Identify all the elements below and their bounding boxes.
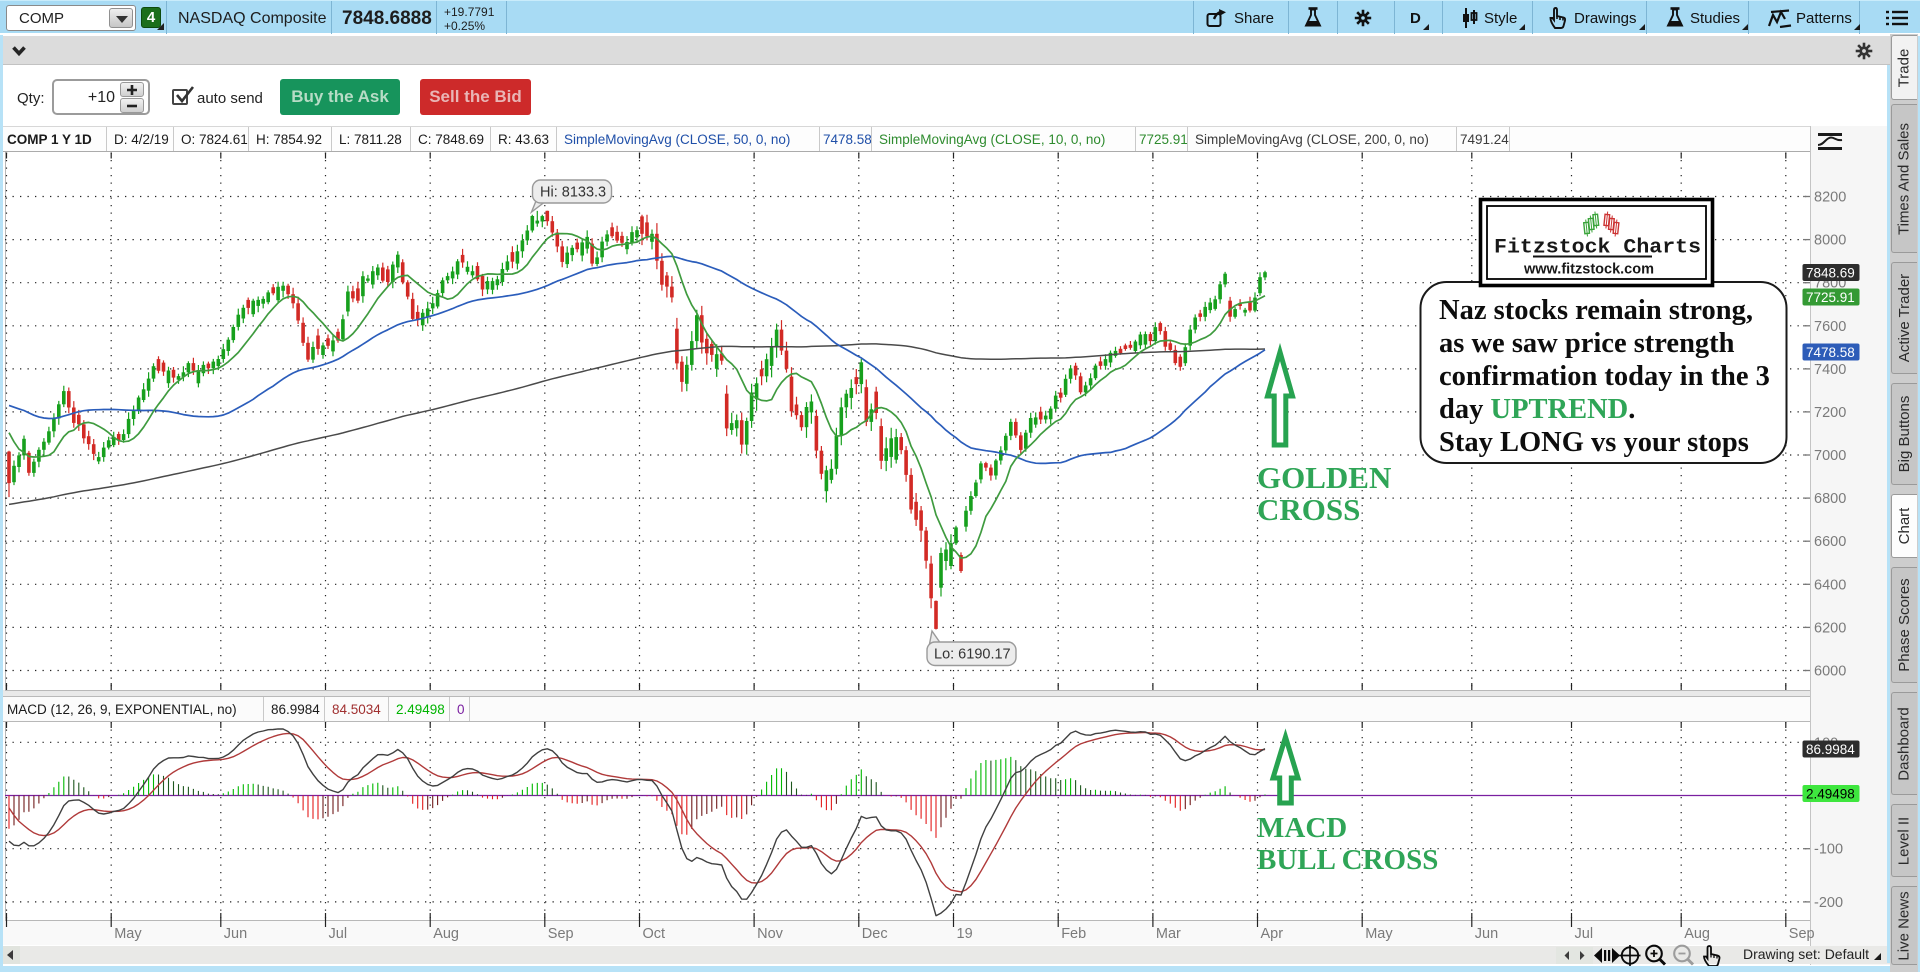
svg-text:Aug: Aug [1684, 926, 1710, 942]
svg-text:Jul: Jul [329, 926, 348, 942]
svg-text:May: May [114, 926, 142, 942]
svg-text:Jun: Jun [1475, 926, 1498, 942]
svg-text:6600: 6600 [1814, 534, 1846, 550]
svg-text:BULL CROSS: BULL CROSS [1257, 844, 1438, 876]
svg-text:Sep: Sep [548, 926, 574, 942]
svg-text:Stay LONG vs your stops: Stay LONG vs your stops [1439, 427, 1749, 458]
svg-text:confirmation today in the 3: confirmation today in the 3 [1439, 361, 1770, 392]
svg-text:Lo: 6190.17: Lo: 6190.17 [934, 647, 1011, 663]
svg-text:Feb: Feb [1061, 926, 1086, 942]
svg-text:Hi: 8133.3: Hi: 8133.3 [540, 185, 606, 201]
svg-text:Naz stocks remain strong,: Naz stocks remain strong, [1439, 295, 1753, 326]
svg-text:-100: -100 [1814, 842, 1843, 858]
svg-text:2.49498: 2.49498 [1806, 787, 1855, 802]
svg-text:Apr: Apr [1261, 926, 1284, 942]
svg-text:6400: 6400 [1814, 577, 1846, 593]
svg-text:8200: 8200 [1814, 190, 1846, 206]
svg-text:7600: 7600 [1814, 319, 1846, 335]
svg-text:Dec: Dec [862, 926, 888, 942]
svg-text:6200: 6200 [1814, 620, 1846, 636]
svg-text:7725.91: 7725.91 [1806, 290, 1855, 305]
svg-text:7000: 7000 [1814, 448, 1846, 464]
svg-text:GOLDEN: GOLDEN [1257, 460, 1391, 495]
svg-text:7400: 7400 [1814, 362, 1846, 378]
svg-text:6800: 6800 [1814, 491, 1846, 507]
svg-text:7848.69: 7848.69 [1806, 266, 1855, 281]
svg-text:Jun: Jun [224, 926, 247, 942]
svg-text:86.9984: 86.9984 [1806, 742, 1855, 757]
svg-text:8000: 8000 [1814, 233, 1846, 249]
svg-text:MACD: MACD [1257, 812, 1347, 844]
svg-text:19: 19 [957, 926, 973, 942]
svg-text:as we saw price strength: as we saw price strength [1439, 328, 1735, 359]
svg-text:www.fitzstock.com: www.fitzstock.com [1523, 262, 1654, 278]
svg-text:Oct: Oct [643, 926, 666, 942]
svg-text:6000: 6000 [1814, 664, 1846, 680]
svg-text:day UPTREND.: day UPTREND. [1439, 394, 1635, 425]
svg-text:Fitzstock Charts: Fitzstock Charts [1494, 237, 1701, 260]
svg-text:7478.58: 7478.58 [1806, 345, 1855, 360]
svg-text:May: May [1365, 926, 1393, 942]
svg-text:CROSS: CROSS [1257, 492, 1360, 527]
svg-text:Aug: Aug [433, 926, 459, 942]
svg-text:Sep: Sep [1789, 926, 1815, 942]
svg-text:7200: 7200 [1814, 405, 1846, 421]
svg-text:Mar: Mar [1156, 926, 1181, 942]
svg-text:Nov: Nov [757, 926, 784, 942]
svg-text:-200: -200 [1814, 895, 1843, 911]
svg-text:Jul: Jul [1575, 926, 1594, 942]
